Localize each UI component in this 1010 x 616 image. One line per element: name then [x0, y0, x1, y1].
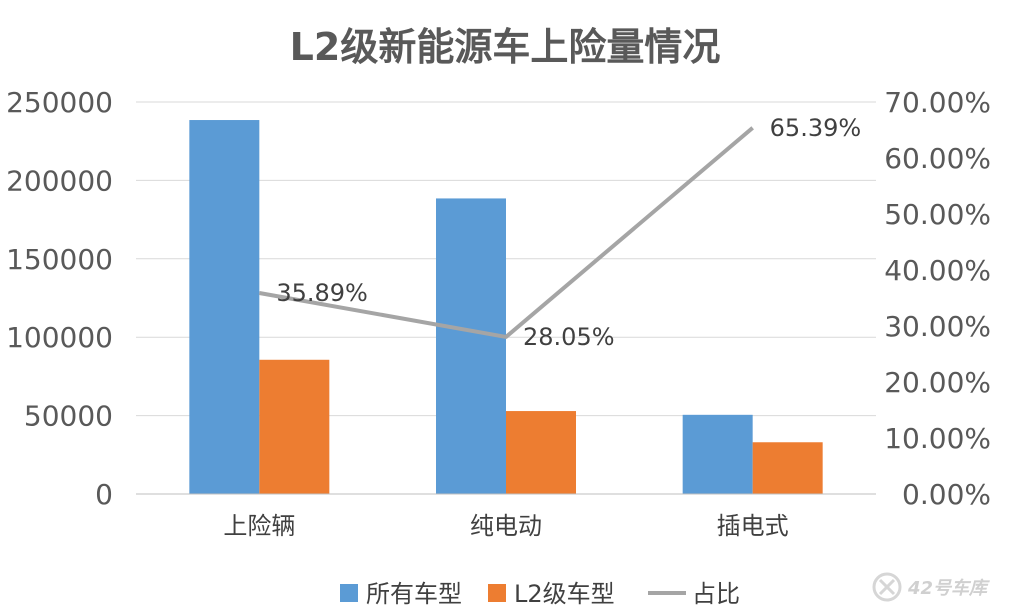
watermark-text: 42号车库 — [907, 578, 990, 599]
legend: 所有车型 L2级车型 占比 — [340, 580, 740, 608]
legend-swatch — [488, 584, 506, 602]
watermark: 42号车库 — [872, 572, 990, 602]
right-axis-tick-label: 50.00% — [884, 198, 991, 231]
bars — [189, 120, 823, 495]
ratio-data-label: 28.05% — [523, 323, 615, 351]
right-axis-tick-label: 20.00% — [884, 366, 991, 399]
category-label: 上险辆 — [223, 512, 295, 540]
ratio-data-label: 65.39% — [770, 114, 862, 142]
bar-l2-models — [506, 411, 576, 494]
ratio-line: 35.89% 28.05% 65.39% — [258, 114, 862, 351]
legend-label: L2级车型 — [514, 580, 615, 608]
ratio-series-line — [258, 126, 754, 339]
legend-swatch — [340, 584, 358, 602]
ratio-data-label: 35.89% — [276, 279, 368, 307]
right-axis-tick-label: 70.00% — [884, 86, 991, 119]
right-axis-tick-label: 60.00% — [884, 142, 991, 175]
right-axis-tick-label: 0.00% — [902, 478, 991, 511]
right-axis-tick-label: 40.00% — [884, 254, 991, 287]
left-axis-tick-label: 200000 — [6, 164, 113, 197]
bar-l2-models — [752, 442, 823, 494]
left-axis-tick-label: 0 — [95, 478, 113, 511]
left-axis-tick-label: 100000 — [6, 321, 113, 354]
legend-label: 占比 — [692, 580, 740, 608]
bar-all-models — [189, 120, 260, 495]
right-axis-tick-label: 30.00% — [884, 310, 991, 343]
legend-label: 所有车型 — [366, 580, 462, 608]
watermark-logo-icon — [872, 572, 902, 602]
left-axis-tick-label: 250000 — [6, 86, 113, 119]
axes: 0 50000 100000 150000 200000 250000 0.00% 10.00… — [6, 86, 991, 540]
left-axis-tick-label: 50000 — [24, 400, 113, 433]
bar-l2-models — [259, 359, 330, 494]
left-axis-tick-label: 150000 — [6, 243, 113, 276]
bar-all-models — [436, 198, 506, 494]
bar-all-models — [682, 414, 753, 494]
category-label: 纯电动 — [470, 512, 542, 540]
chart-title: L2级新能源车上险量情况 — [290, 25, 721, 69]
category-label: 插电式 — [717, 512, 789, 540]
right-axis-tick-label: 10.00% — [884, 422, 991, 455]
